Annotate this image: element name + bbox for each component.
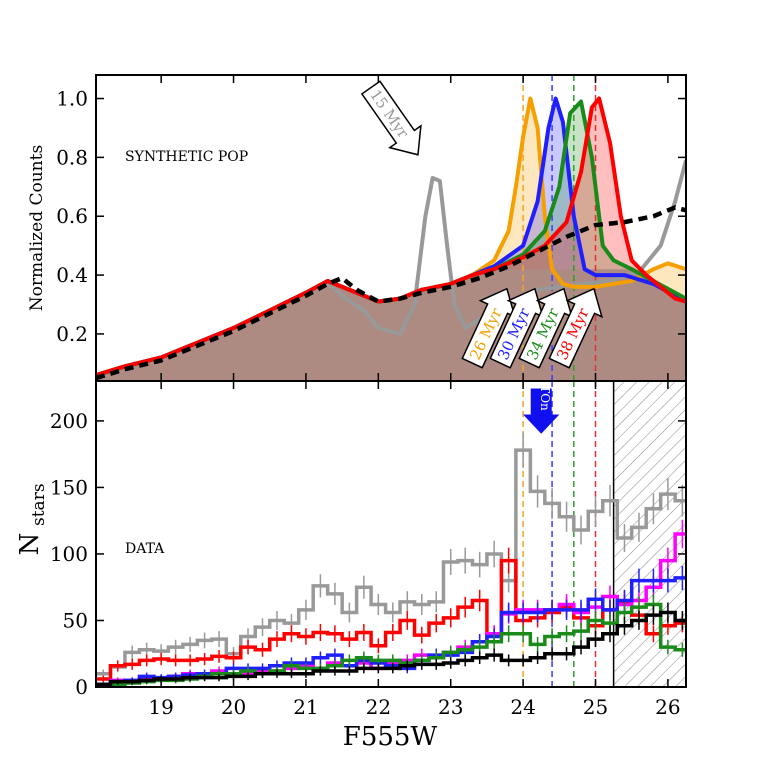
bottom-xtick-label-7: 26 — [655, 695, 680, 719]
bottom-xtick-label-3: 22 — [366, 695, 391, 719]
top-panel-label: SYNTHETIC POP — [125, 149, 248, 165]
bottom-ytick-label-1: 50 — [63, 608, 88, 632]
age-arrow-shape — [548, 287, 603, 369]
bottom-xtick-label-4: 23 — [438, 695, 463, 719]
bottom-y-axis-label: N stars — [15, 483, 49, 555]
age-arrow-0: 15 Myr — [360, 80, 422, 156]
turnoff-arrow — [523, 388, 560, 434]
bottom-ytick-label-3: 150 — [50, 475, 88, 499]
x-axis-label: F555W — [343, 722, 438, 752]
age-arrow-shape — [360, 80, 422, 156]
histogram-black — [96, 602, 686, 687]
bottom-plot-area — [96, 381, 686, 687]
top-ytick-label-4: 1.0 — [56, 87, 88, 111]
histogram-step-black — [96, 610, 686, 687]
turnoff-label: TOn — [538, 385, 552, 411]
bottom-xtick-label-2: 21 — [293, 695, 318, 719]
histogram-gray — [96, 432, 686, 678]
age-arrow-shape — [489, 287, 544, 369]
top-y-axis-label: Normalized Counts — [27, 145, 47, 311]
age-arrow-shape — [518, 287, 573, 369]
bottom-ytick-label-4: 200 — [50, 409, 88, 433]
histogram-step-blue — [96, 576, 686, 687]
bottom-axes-frame — [95, 380, 687, 688]
bottom-xtick-label-1: 20 — [221, 695, 246, 719]
top-ytick-label-3: 0.8 — [56, 145, 88, 169]
series-line-observed — [96, 205, 686, 381]
bottom-xtick-label-0: 19 — [148, 695, 173, 719]
top-ytick-label-2: 0.6 — [56, 204, 88, 228]
top-ytick-label-1: 0.4 — [56, 263, 88, 287]
top-panel: 0.2 0.4 0.6 0.8 1.0 SYNTHETIC POP Normalized… — [27, 74, 687, 382]
bottom-y-ticks: 0 50 100 150 200 — [50, 409, 686, 699]
bottom-xtick-label-5: 24 — [510, 695, 535, 719]
bottom-x-ticks: 19 20 21 22 23 24 25 26 — [148, 381, 681, 719]
top-ytick-label-0: 0.2 — [56, 322, 88, 346]
turnoff-marker: TOn — [523, 385, 560, 434]
bottom-panel: 0 50 100 150 200 19 20 21 22 23 24 25 26 DATA F555W… — [15, 380, 687, 752]
histogram-step-gray — [96, 448, 686, 676]
y-label-subscript: stars — [29, 483, 49, 526]
top-y-ticks: 0.2 0.4 0.6 0.8 1.0 — [56, 87, 686, 346]
bottom-panel-label: DATA — [125, 541, 165, 557]
top-x-ticks — [160, 75, 669, 381]
bottom-ytick-label-0: 0 — [75, 675, 88, 699]
bottom-ytick-label-2: 100 — [50, 542, 88, 566]
bottom-xtick-label-6: 25 — [583, 695, 608, 719]
age-arrow-shape — [461, 287, 516, 369]
y-label-main: N — [15, 533, 45, 556]
series-line-38-myr — [96, 96, 686, 378]
